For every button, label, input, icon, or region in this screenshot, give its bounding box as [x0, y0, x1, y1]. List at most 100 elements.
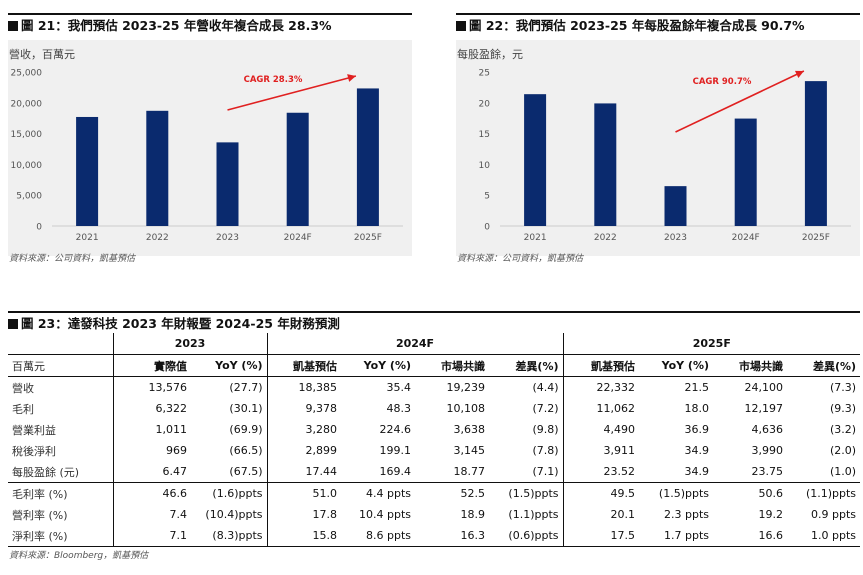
column-header-row: 百萬元 實際值 YoY (%) 凱基預估 YoY (%) 市場共識 差異(%) …	[8, 354, 861, 377]
x-tick-label: 2022	[146, 233, 169, 243]
table-cell: 3,145	[453, 444, 486, 457]
figure-22-title-text: 圖 22：我們預估 2023-25 年每股盈餘年複合成長 90.7%	[469, 18, 805, 33]
x-tick-label: 2024F	[284, 233, 312, 243]
table-row: 每股盈餘 (元) 6.47 (67.5) 17.44 169.4 18.77 (7.1) 23…	[8, 461, 860, 483]
unit-label: 百萬元	[12, 359, 45, 373]
table-cell: (2.0)	[829, 444, 857, 457]
table-cell: 3,280	[266, 419, 341, 440]
table-cell: (7.8)	[532, 444, 559, 457]
table-cell: 3,638	[453, 423, 486, 436]
table-cell: 4,636	[751, 423, 784, 436]
table-cell: 4,490	[562, 419, 640, 440]
x-tick-label: 2021	[76, 233, 99, 243]
table-cell: (0.6)ppts	[489, 525, 564, 547]
bar-2023	[664, 186, 687, 226]
table-cell: 1.0 ppts	[787, 525, 861, 547]
table-cell: (1.0)	[829, 465, 857, 478]
x-tick-label: 2023	[664, 233, 687, 243]
row-label: 毛利率 (%)	[8, 482, 113, 504]
row-label: 稅後淨利	[12, 444, 56, 458]
table-cell: 50.6	[713, 482, 788, 504]
table-cell: 49.5	[562, 482, 640, 504]
row-label: 營收	[12, 381, 34, 395]
table-cell: 1,011	[112, 419, 191, 440]
table-cell: 22,332	[562, 376, 640, 398]
figure-22-title: 圖 22：我們預估 2023-25 年每股盈餘年複合成長 90.7%	[456, 13, 860, 35]
bar-2025f	[804, 81, 827, 227]
table-cell: 51.0	[266, 482, 341, 504]
col-header: 凱基預估	[562, 354, 640, 377]
bar-2021	[76, 116, 99, 226]
table-cell: (7.1)	[532, 465, 559, 478]
table-cell: (1.1)ppts	[787, 482, 861, 504]
table-cell: 36.9	[684, 423, 710, 436]
table-cell: 21.5	[684, 381, 710, 394]
table-cell: (8.3)ppts	[191, 525, 267, 547]
table-cell: 34.9	[684, 465, 710, 478]
bar-2022	[594, 103, 617, 226]
bar-2022	[146, 110, 169, 226]
table-cell: 24,100	[744, 381, 784, 394]
group-2025f: 2025F	[562, 333, 861, 355]
figure-21-chart-area: 營收，百萬元 25,000 20,000 15,000 10,000 5,000 0 202…	[8, 40, 412, 256]
table-cell: 15.8	[266, 525, 341, 547]
figure-21-unit: 營收，百萬元	[9, 48, 75, 61]
table-cell: (1.5)ppts	[489, 482, 564, 504]
table-cell: 23.75	[751, 465, 784, 478]
table-cell: 7.1	[112, 525, 191, 547]
table-cell: 16.3	[415, 525, 489, 547]
table-cell: 18.77	[453, 465, 486, 478]
table-cell: (3.2)	[829, 423, 857, 436]
financial-table: 2023 2024F 2025F 百萬元 實際值 YoY (%) 凱基預估 Yo…	[8, 333, 861, 547]
table-cell: 0.9 ppts	[811, 508, 857, 521]
corner-cell	[8, 333, 113, 355]
x-tick-label: 2021	[524, 233, 547, 243]
table-cell: 34.9	[684, 444, 710, 457]
table-cell: 9,378	[266, 398, 341, 419]
title-square-icon	[8, 319, 18, 329]
bar-2021	[524, 94, 547, 226]
row-label: 淨利率 (%)	[8, 525, 113, 547]
table-cell: (9.8)	[532, 423, 559, 436]
figure-21-title: 圖 21：我們預估 2023-25 年營收年複合成長 28.3%	[8, 13, 412, 35]
row-label: 毛利	[12, 402, 34, 416]
table-cell: (1.1)ppts	[508, 508, 559, 521]
col-header: YoY (%)	[215, 359, 263, 372]
table-cell: 2.3 ppts	[664, 508, 710, 521]
table-cell: (69.9)	[229, 423, 263, 436]
figure-21-title-text: 圖 21：我們預估 2023-25 年營收年複合成長 28.3%	[21, 18, 332, 33]
table-cell: 969	[112, 440, 191, 461]
table-cell: 19.2	[758, 508, 784, 521]
figure-22: 圖 22：我們預估 2023-25 年每股盈餘年複合成長 90.7% 每股盈餘，…	[456, 13, 860, 265]
table-cell: 224.6	[379, 423, 412, 436]
cagr-annotation: CAGR 90.7%	[693, 77, 752, 87]
table-cell: 4.4 ppts	[341, 482, 415, 504]
table-cell: 18,385	[266, 376, 341, 398]
table-cell: (27.7)	[229, 381, 263, 394]
group-header-row: 2023 2024F 2025F	[8, 333, 861, 355]
y-tick-label: 10	[479, 161, 491, 171]
table-cell: 17.8	[266, 504, 341, 525]
x-tick-label: 2025F	[802, 233, 830, 243]
table-cell: (1.5)ppts	[639, 482, 714, 504]
figure-21-bar-chart: 25,000 20,000 15,000 10,000 5,000 0 2021 2022 20…	[11, 69, 403, 243]
table-cell: 199.1	[379, 444, 412, 457]
table-cell: 3,911	[562, 440, 640, 461]
table-cell: 20.1	[562, 504, 640, 525]
y-tick-label: 0	[36, 223, 42, 233]
table-cell: (30.1)	[229, 402, 263, 415]
figure-23-title: 圖 23：達發科技 2023 年財報暨 2024-25 年財務預測	[8, 311, 860, 333]
y-tick-label: 5,000	[16, 192, 42, 202]
table-row: 營收 13,576 (27.7) 18,385 35.4 19,239 (4.4) 22,33…	[8, 376, 860, 398]
figure-22-bar-chart: 25 20 15 10 5 0 2021 2022 2023 2024F 2025F CAGR 90.…	[479, 69, 851, 243]
table-cell: 10.4 ppts	[359, 508, 411, 521]
table-cell: 169.4	[379, 465, 412, 478]
table-row: 稅後淨利 969 (66.5) 2,899 199.1 3,145 (7.8) 3,911 34…	[8, 440, 860, 461]
col-header: 差異(%)	[812, 359, 857, 373]
cagr-arrow-head	[794, 70, 804, 79]
y-tick-label: 25	[479, 69, 490, 79]
x-tick-label: 2024F	[732, 233, 760, 243]
col-header: 差異(%)	[515, 359, 559, 373]
col-header: 市場共識	[739, 359, 784, 373]
table-cell: 6.47	[112, 461, 191, 483]
